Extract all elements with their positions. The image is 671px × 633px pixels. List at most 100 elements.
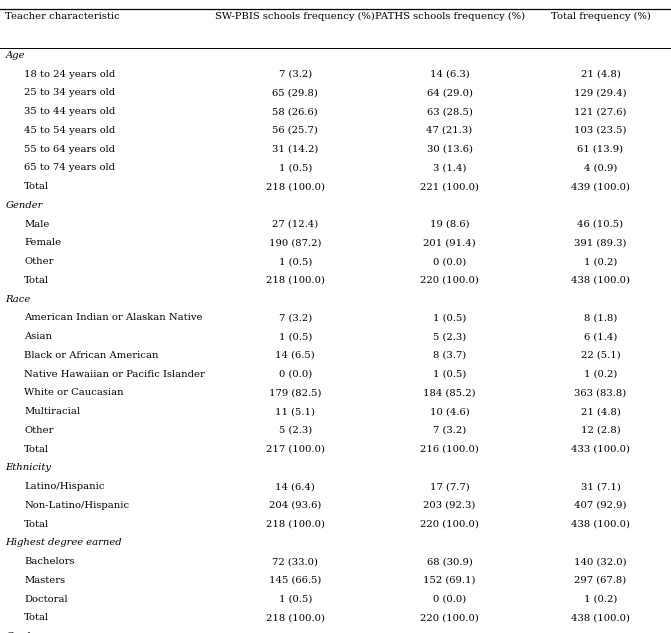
Text: 1 (0.2): 1 (0.2) [584, 594, 617, 604]
Text: Race: Race [5, 295, 31, 304]
Text: 363 (83.8): 363 (83.8) [574, 389, 627, 398]
Text: Doctoral: Doctoral [24, 594, 68, 604]
Text: 46 (10.5): 46 (10.5) [578, 220, 623, 229]
Text: 129 (29.4): 129 (29.4) [574, 89, 627, 97]
Text: 0 (0.0): 0 (0.0) [433, 594, 466, 604]
Text: 56 (25.7): 56 (25.7) [272, 126, 318, 135]
Text: Total: Total [24, 613, 49, 622]
Text: SW-PBIS schools frequency (%): SW-PBIS schools frequency (%) [215, 12, 375, 21]
Text: 7 (3.2): 7 (3.2) [278, 313, 312, 322]
Text: 3 (1.4): 3 (1.4) [433, 163, 466, 172]
Text: 5 (2.3): 5 (2.3) [433, 332, 466, 341]
Text: 218 (100.0): 218 (100.0) [266, 520, 325, 529]
Text: 1 (0.5): 1 (0.5) [433, 370, 466, 379]
Text: 21 (4.8): 21 (4.8) [580, 70, 621, 78]
Text: 68 (30.9): 68 (30.9) [427, 557, 472, 566]
Text: 4 (0.9): 4 (0.9) [584, 163, 617, 172]
Text: 391 (89.3): 391 (89.3) [574, 239, 627, 248]
Text: 14 (6.3): 14 (6.3) [429, 70, 470, 78]
Text: 121 (27.6): 121 (27.6) [574, 107, 627, 116]
Text: Total frequency (%): Total frequency (%) [551, 12, 650, 21]
Text: Asian: Asian [24, 332, 52, 341]
Text: 201 (91.4): 201 (91.4) [423, 239, 476, 248]
Text: Grade: Grade [5, 632, 36, 633]
Text: Highest degree earned: Highest degree earned [5, 539, 122, 548]
Text: 221 (100.0): 221 (100.0) [420, 182, 479, 191]
Text: Black or African American: Black or African American [24, 351, 158, 360]
Text: 145 (66.5): 145 (66.5) [269, 576, 321, 585]
Text: 1 (0.5): 1 (0.5) [278, 594, 312, 604]
Text: 1 (0.5): 1 (0.5) [433, 313, 466, 322]
Text: Other: Other [24, 257, 54, 266]
Text: Gender: Gender [5, 201, 43, 210]
Text: 31 (7.1): 31 (7.1) [580, 482, 621, 491]
Text: 30 (13.6): 30 (13.6) [427, 145, 472, 154]
Text: 218 (100.0): 218 (100.0) [266, 613, 325, 622]
Text: 65 to 74 years old: 65 to 74 years old [24, 163, 115, 172]
Text: 152 (69.1): 152 (69.1) [423, 576, 476, 585]
Text: 55 to 64 years old: 55 to 64 years old [24, 145, 115, 154]
Text: Native Hawaiian or Pacific Islander: Native Hawaiian or Pacific Islander [24, 370, 205, 379]
Text: Non-Latino/Hispanic: Non-Latino/Hispanic [24, 501, 130, 510]
Text: 218 (100.0): 218 (100.0) [266, 276, 325, 285]
Text: 72 (33.0): 72 (33.0) [272, 557, 318, 566]
Text: 14 (6.5): 14 (6.5) [275, 351, 315, 360]
Text: 6 (1.4): 6 (1.4) [584, 332, 617, 341]
Text: 65 (29.8): 65 (29.8) [272, 89, 318, 97]
Text: 220 (100.0): 220 (100.0) [420, 613, 479, 622]
Text: 1 (0.5): 1 (0.5) [278, 332, 312, 341]
Text: 0 (0.0): 0 (0.0) [433, 257, 466, 266]
Text: 103 (23.5): 103 (23.5) [574, 126, 627, 135]
Text: 31 (14.2): 31 (14.2) [272, 145, 319, 154]
Text: 19 (8.6): 19 (8.6) [429, 220, 470, 229]
Text: 216 (100.0): 216 (100.0) [420, 444, 479, 454]
Text: 438 (100.0): 438 (100.0) [571, 520, 630, 529]
Text: 27 (12.4): 27 (12.4) [272, 220, 318, 229]
Text: 18 to 24 years old: 18 to 24 years old [24, 70, 115, 78]
Text: Multiracial: Multiracial [24, 407, 80, 416]
Text: 35 to 44 years old: 35 to 44 years old [24, 107, 115, 116]
Text: Latino/Hispanic: Latino/Hispanic [24, 482, 105, 491]
Text: 190 (87.2): 190 (87.2) [269, 239, 321, 248]
Text: 22 (5.1): 22 (5.1) [580, 351, 621, 360]
Text: 1 (0.2): 1 (0.2) [584, 370, 617, 379]
Text: 220 (100.0): 220 (100.0) [420, 520, 479, 529]
Text: Male: Male [24, 220, 50, 229]
Text: 25 to 34 years old: 25 to 34 years old [24, 89, 115, 97]
Text: Total: Total [24, 276, 49, 285]
Text: Total: Total [24, 182, 49, 191]
Text: 220 (100.0): 220 (100.0) [420, 276, 479, 285]
Text: 203 (92.3): 203 (92.3) [423, 501, 476, 510]
Text: 17 (7.7): 17 (7.7) [429, 482, 470, 491]
Text: Ethnicity: Ethnicity [5, 463, 52, 472]
Text: Age: Age [5, 51, 25, 60]
Text: 439 (100.0): 439 (100.0) [571, 182, 630, 191]
Text: 1 (0.5): 1 (0.5) [278, 257, 312, 266]
Text: 11 (5.1): 11 (5.1) [275, 407, 315, 416]
Text: 297 (67.8): 297 (67.8) [574, 576, 627, 585]
Text: 64 (29.0): 64 (29.0) [427, 89, 472, 97]
Text: 58 (26.6): 58 (26.6) [272, 107, 318, 116]
Text: Other: Other [24, 426, 54, 435]
Text: 12 (2.8): 12 (2.8) [580, 426, 621, 435]
Text: 140 (32.0): 140 (32.0) [574, 557, 627, 566]
Text: American Indian or Alaskan Native: American Indian or Alaskan Native [24, 313, 203, 322]
Text: 438 (100.0): 438 (100.0) [571, 613, 630, 622]
Text: 14 (6.4): 14 (6.4) [275, 482, 315, 491]
Text: 8 (1.8): 8 (1.8) [584, 313, 617, 322]
Text: 8 (3.7): 8 (3.7) [433, 351, 466, 360]
Text: Masters: Masters [24, 576, 65, 585]
Text: 407 (92.9): 407 (92.9) [574, 501, 627, 510]
Text: 7 (3.2): 7 (3.2) [278, 70, 312, 78]
Text: 204 (93.6): 204 (93.6) [269, 501, 321, 510]
Text: 179 (82.5): 179 (82.5) [269, 389, 321, 398]
Text: Bachelors: Bachelors [24, 557, 74, 566]
Text: 21 (4.8): 21 (4.8) [580, 407, 621, 416]
Text: 438 (100.0): 438 (100.0) [571, 276, 630, 285]
Text: 1 (0.2): 1 (0.2) [584, 257, 617, 266]
Text: 47 (21.3): 47 (21.3) [427, 126, 472, 135]
Text: Total: Total [24, 444, 49, 454]
Text: 61 (13.9): 61 (13.9) [578, 145, 623, 154]
Text: 1 (0.5): 1 (0.5) [278, 163, 312, 172]
Text: 184 (85.2): 184 (85.2) [423, 389, 476, 398]
